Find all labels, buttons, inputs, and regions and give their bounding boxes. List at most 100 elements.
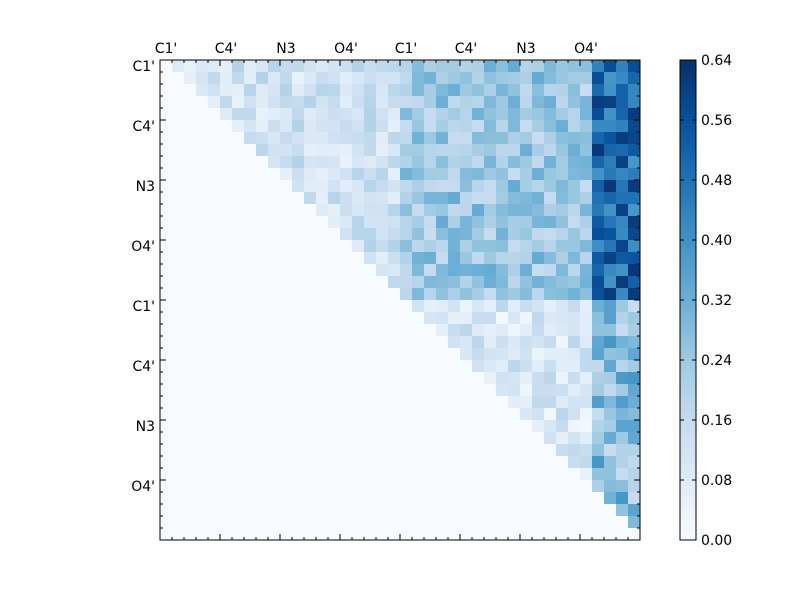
- heatmap-cell: [280, 348, 293, 361]
- heatmap-cell: [256, 396, 269, 409]
- heatmap-cell: [304, 360, 317, 373]
- heatmap-cell: [292, 384, 305, 397]
- heatmap-cell: [232, 528, 245, 541]
- heatmap-cell: [496, 360, 509, 373]
- heatmap-cell: [256, 228, 269, 241]
- heatmap-cell: [436, 360, 449, 373]
- heatmap-cell: [280, 324, 293, 337]
- heatmap-cell: [448, 420, 461, 433]
- heatmap-cell: [208, 336, 221, 349]
- heatmap-cell: [604, 336, 617, 349]
- heatmap-cell: [448, 180, 461, 193]
- heatmap-cell: [256, 372, 269, 385]
- heatmap-cell: [376, 504, 389, 517]
- heatmap-cell: [328, 96, 341, 109]
- heatmap-cell: [412, 240, 425, 253]
- heatmap-cell: [604, 492, 617, 505]
- heatmap-cell: [304, 84, 317, 97]
- heatmap-cell: [184, 324, 197, 337]
- heatmap-cell: [316, 312, 329, 325]
- heatmap-cell: [316, 336, 329, 349]
- heatmap-cell: [304, 96, 317, 109]
- heatmap-cell: [352, 432, 365, 445]
- heatmap-cell: [376, 324, 389, 337]
- heatmap-cell: [292, 480, 305, 493]
- heatmap-cell: [556, 204, 569, 217]
- heatmap-cell: [268, 276, 281, 289]
- heatmap-cell: [244, 204, 257, 217]
- heatmap-cell: [208, 516, 221, 529]
- heatmap-cell: [244, 240, 257, 253]
- heatmap-cell: [448, 96, 461, 109]
- heatmap-cell: [544, 144, 557, 157]
- heatmap-cell: [196, 120, 209, 133]
- heatmap-cell: [532, 228, 545, 241]
- heatmap-cell: [208, 84, 221, 97]
- heatmap-cell: [268, 144, 281, 157]
- heatmap-cell: [280, 372, 293, 385]
- heatmap-cell: [160, 180, 173, 193]
- heatmap-cell: [304, 240, 317, 253]
- heatmap-cell: [268, 528, 281, 541]
- heatmap-cell: [316, 408, 329, 421]
- heatmap-cell: [196, 348, 209, 361]
- heatmap-cell: [160, 504, 173, 517]
- heatmap-cell: [544, 504, 557, 517]
- heatmap-cell: [316, 252, 329, 265]
- heatmap-cell: [628, 348, 641, 361]
- heatmap-cell: [400, 396, 413, 409]
- heatmap-cell: [616, 240, 629, 253]
- heatmap-cell: [364, 384, 377, 397]
- heatmap-cell: [184, 192, 197, 205]
- heatmap-cell: [436, 516, 449, 529]
- heatmap-cell: [328, 108, 341, 121]
- heatmap-cell: [544, 204, 557, 217]
- heatmap-cell: [604, 408, 617, 421]
- heatmap-cell: [484, 204, 497, 217]
- heatmap-cell: [556, 432, 569, 445]
- heatmap-cell: [568, 252, 581, 265]
- heatmap-cell: [424, 396, 437, 409]
- heatmap-cell: [292, 360, 305, 373]
- heatmap-cell: [544, 468, 557, 481]
- heatmap-cell: [544, 240, 557, 253]
- heatmap-cell: [208, 60, 221, 73]
- heatmap-cell: [436, 264, 449, 277]
- heatmap-cell: [616, 468, 629, 481]
- heatmap-cell: [532, 492, 545, 505]
- heatmap-cell: [292, 240, 305, 253]
- heatmap-cell: [184, 204, 197, 217]
- heatmap-cell: [472, 192, 485, 205]
- heatmap-cell: [400, 516, 413, 529]
- heatmap-cell: [352, 216, 365, 229]
- heatmap-cell: [580, 312, 593, 325]
- heatmap-cell: [412, 432, 425, 445]
- heatmap-cell: [316, 180, 329, 193]
- heatmap-cell: [532, 360, 545, 373]
- heatmap-cell: [568, 300, 581, 313]
- heatmap-cell: [616, 372, 629, 385]
- heatmap-cell: [292, 84, 305, 97]
- heatmap-cell: [532, 180, 545, 193]
- heatmap-cell: [520, 288, 533, 301]
- heatmap-cell: [508, 432, 521, 445]
- heatmap-cell: [268, 228, 281, 241]
- heatmap-cell: [208, 192, 221, 205]
- heatmap-cell: [364, 120, 377, 133]
- heatmap-cell: [556, 84, 569, 97]
- colorbar-tick-label: 0.40: [701, 233, 732, 249]
- heatmap-cell: [460, 456, 473, 469]
- heatmap-cell: [592, 528, 605, 541]
- left-tick-label: N3: [136, 179, 155, 195]
- heatmap-cell: [388, 156, 401, 169]
- heatmap-cell: [496, 456, 509, 469]
- heatmap-cell: [472, 300, 485, 313]
- heatmap-cell: [220, 228, 233, 241]
- heatmap-cell: [544, 120, 557, 133]
- heatmap-cell: [232, 228, 245, 241]
- heatmap-cell: [580, 132, 593, 145]
- heatmap-cell: [424, 288, 437, 301]
- heatmap-cell: [376, 72, 389, 85]
- heatmap-cell: [352, 120, 365, 133]
- heatmap-cell: [556, 216, 569, 229]
